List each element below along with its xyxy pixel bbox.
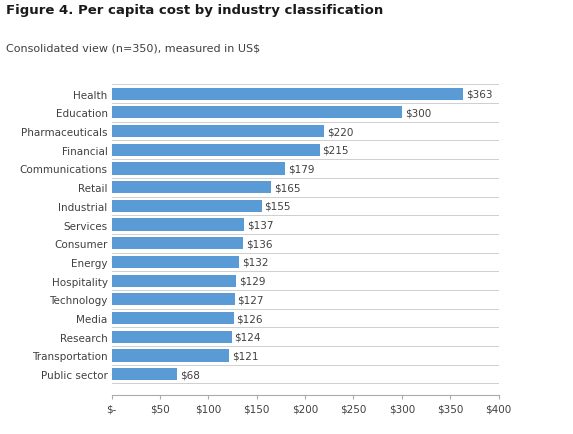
- Text: $129: $129: [240, 276, 266, 286]
- Bar: [112, 145, 320, 157]
- Bar: [112, 163, 285, 175]
- Text: $179: $179: [288, 164, 314, 174]
- Bar: [112, 256, 240, 268]
- Text: Consolidated view (n=350), measured in US$: Consolidated view (n=350), measured in U…: [6, 43, 260, 53]
- Bar: [112, 368, 178, 380]
- Bar: [112, 126, 324, 138]
- Bar: [112, 201, 262, 212]
- Bar: [112, 349, 229, 362]
- Text: $155: $155: [265, 201, 291, 211]
- Text: $137: $137: [247, 220, 273, 230]
- Bar: [112, 107, 402, 119]
- Text: $220: $220: [327, 127, 354, 137]
- Text: $215: $215: [323, 145, 349, 155]
- Text: $165: $165: [274, 183, 301, 193]
- Text: $127: $127: [237, 295, 264, 305]
- Text: $300: $300: [405, 108, 431, 118]
- Text: $68: $68: [180, 369, 200, 379]
- Text: $136: $136: [246, 239, 273, 249]
- Text: $121: $121: [231, 351, 258, 361]
- Text: $132: $132: [242, 257, 269, 267]
- Bar: [112, 238, 243, 250]
- Bar: [112, 331, 231, 343]
- Bar: [112, 182, 271, 194]
- Bar: [112, 293, 234, 306]
- Bar: [112, 275, 237, 287]
- Bar: [112, 219, 244, 231]
- Bar: [112, 89, 463, 101]
- Text: $363: $363: [466, 89, 492, 99]
- Text: $126: $126: [237, 313, 263, 323]
- Text: $124: $124: [234, 332, 261, 342]
- Bar: [112, 312, 234, 324]
- Text: Figure 4. Per capita cost by industry classification: Figure 4. Per capita cost by industry cl…: [6, 4, 383, 17]
